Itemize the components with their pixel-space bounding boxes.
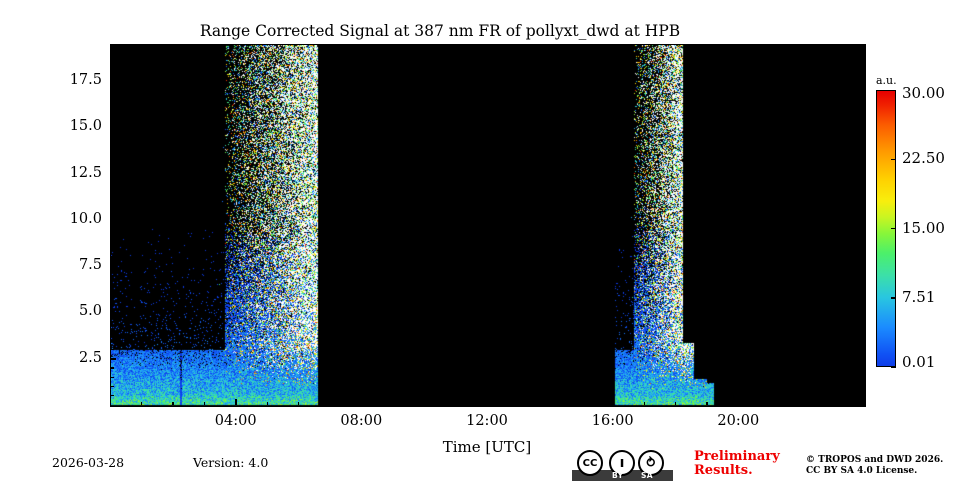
y-axis-tick-mark [110,80,116,82]
y-axis-tick-label: 10.0 [69,210,102,227]
colorbar-tick-label: 7.51 [902,287,936,306]
colorbar-tick-mark [891,297,896,299]
x-axis-tick-label: 16:00 [591,413,634,429]
colorbar-tick-label: 15.00 [902,218,945,237]
colorbar-tick-mark [891,228,896,230]
creative-commons-badge[interactable]: CC ı ⥁ BY SA [572,446,673,481]
colorbar-tick-label: 22.50 [902,149,945,168]
y-axis-tick-label: 12.5 [69,164,102,181]
x-axis-tick-label: 12:00 [466,413,508,429]
x-axis-label: Time [UTC] [442,438,532,456]
colorbar-units-label: a.u. [876,74,897,87]
colorbar-tick-label: 30.00 [902,84,945,102]
cc-sa-label: SA [641,471,653,480]
y-axis-tick-mark [110,173,116,175]
page-title: Range Corrected Signal at 387 nm FR of p… [199,22,681,40]
x-axis-tick-label: 04:00 [214,413,257,429]
colorbar-tick-mark [891,158,896,161]
colorbar-tick-label: 0.01 [902,353,936,371]
y-axis-tick-mark [110,265,116,268]
colorbar-tick-mark [891,89,896,91]
cc-by-label: BY [612,471,624,480]
x-axis-tick-mark [486,399,488,405]
y-axis-tick-mark [110,358,116,360]
preliminary-line-1: Preliminary [694,449,780,464]
copyright-line-2: CC BY SA 4.0 License. [806,466,918,476]
footer-date: 2026-03-28 [52,455,125,470]
x-axis-tick-label: 20:00 [717,413,760,429]
y-axis-tick-mark [110,311,116,314]
cc-logo-icon: CC [577,450,603,476]
y-axis-tick-label: 7.5 [78,257,102,274]
heatmap-canvas [111,45,865,406]
x-axis-tick-mark [360,399,363,405]
preliminary-line-2: Results. [694,463,753,478]
y-axis-tick-label: 2.5 [78,349,102,366]
footer-version: Version: 4.0 [193,455,269,470]
x-axis-tick-mark [235,399,237,405]
y-axis-tick-label: 5.0 [78,303,102,320]
cc-by-person-icon: ı [609,450,635,476]
copyright-notice: © TROPOS and DWD 2026. CC BY SA 4.0 Lice… [806,455,943,477]
x-axis-tick-mark [612,399,614,405]
y-axis-tick-label: 15.0 [69,118,102,135]
y-axis-tick-mark [110,126,116,129]
x-axis-tick-label: 08:00 [340,413,383,429]
copyright-line-1: © TROPOS and DWD 2026. [806,455,944,465]
heatmap-plot-area [110,44,866,407]
x-axis-tick-mark [737,399,740,405]
colorbar-tick-mark [891,366,896,368]
cc-sa-sharealike-icon: ⥁ [638,450,664,476]
colorbar: a.u. 0.01 7.51 15.00 22.50 30.00 [876,74,960,380]
y-axis-tick-mark [110,219,116,221]
preliminary-results-notice: Preliminary Results. [694,450,780,478]
y-axis-tick-label: 17.5 [69,72,102,89]
